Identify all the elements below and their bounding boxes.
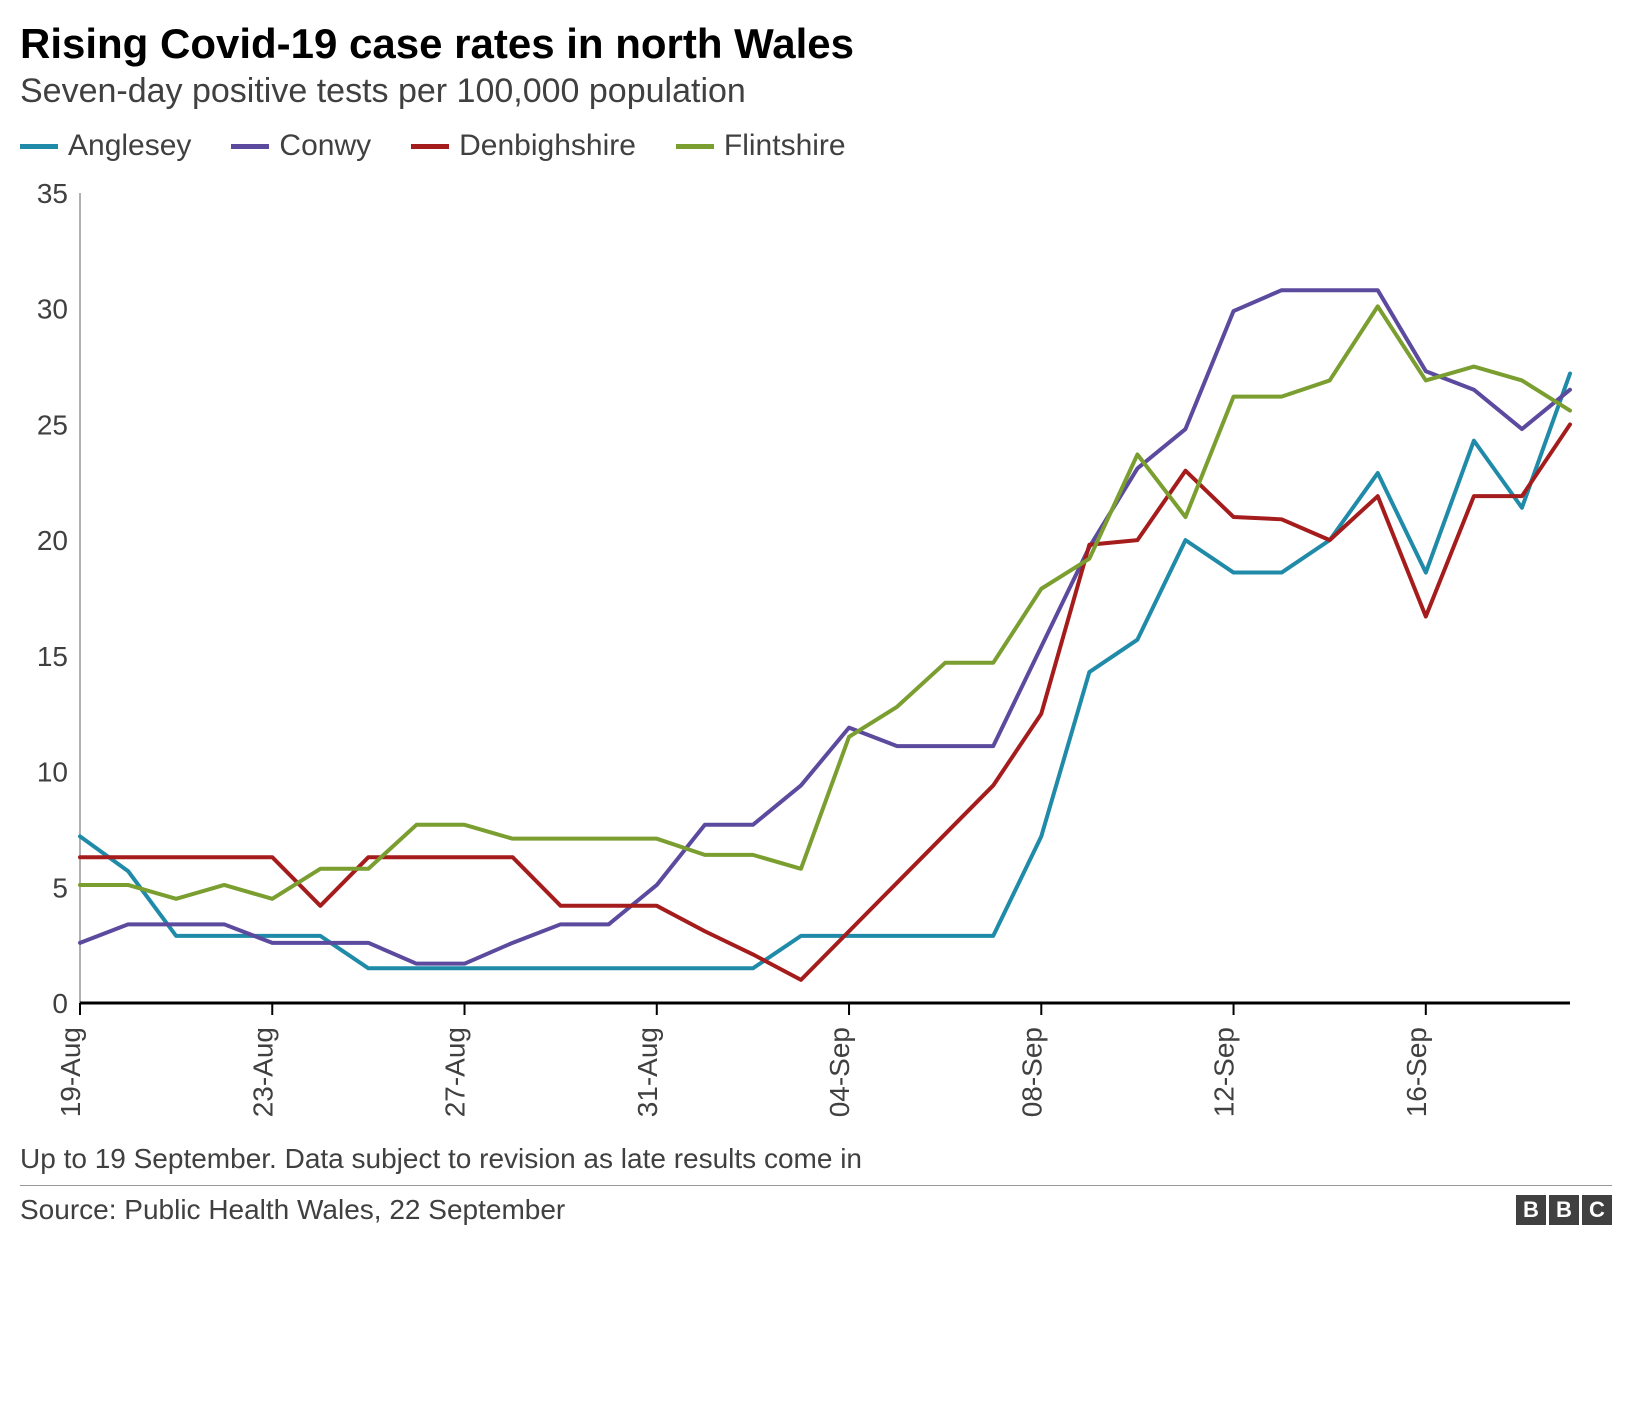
bbc-letter: B (1516, 1195, 1546, 1225)
x-tick-label: 31-Aug (632, 1027, 663, 1117)
x-tick-label: 16-Sep (1401, 1027, 1432, 1117)
legend-item-anglesey: Anglesey (20, 129, 191, 163)
series-line-denbighshire (80, 424, 1570, 979)
y-tick-label: 0 (52, 988, 68, 1019)
legend-swatch (676, 144, 714, 149)
bbc-logo: BBC (1516, 1195, 1612, 1225)
y-tick-label: 10 (37, 757, 68, 788)
series-line-flintshire (80, 306, 1570, 898)
x-tick-label: 19-Aug (55, 1027, 86, 1117)
legend-item-conwy: Conwy (231, 129, 371, 163)
y-tick-label: 20 (37, 525, 68, 556)
chart-plot: 0 5 10 15 20 25 30 35 19-Aug 23-Aug 27-Aug 31-Aug 04… (20, 183, 1612, 1123)
legend-swatch (20, 144, 58, 149)
chart-svg: 0 5 10 15 20 25 30 35 19-Aug 23-Aug 27-Aug 31-Aug 04… (20, 183, 1580, 1123)
y-tick-label: 35 (37, 183, 68, 209)
x-tick-label: 08-Sep (1016, 1027, 1047, 1117)
y-tick-label: 30 (37, 294, 68, 325)
y-tick-label: 15 (37, 641, 68, 672)
x-tick-label: 27-Aug (440, 1027, 471, 1117)
chart-subtitle: Seven-day positive tests per 100,000 pop… (20, 72, 1612, 111)
y-tick-label: 25 (37, 409, 68, 440)
x-tick-label: 23-Aug (247, 1027, 278, 1117)
legend-swatch (231, 144, 269, 149)
chart-legend: Anglesey Conwy Denbighshire Flintshire (20, 129, 1612, 163)
chart-title: Rising Covid-19 case rates in north Wale… (20, 20, 1612, 68)
legend-label: Anglesey (68, 129, 191, 163)
legend-item-denbighshire: Denbighshire (411, 129, 636, 163)
chart-source-row: Source: Public Health Wales, 22 Septembe… (20, 1186, 1612, 1226)
legend-label: Flintshire (724, 129, 846, 163)
legend-item-flintshire: Flintshire (676, 129, 846, 163)
x-tick-label: 04-Sep (824, 1027, 855, 1117)
y-tick-label: 5 (52, 872, 68, 903)
chart-container: Rising Covid-19 case rates in north Wale… (20, 20, 1612, 1226)
chart-source: Source: Public Health Wales, 22 Septembe… (20, 1194, 565, 1226)
series-line-conwy (80, 290, 1570, 963)
legend-label: Denbighshire (459, 129, 636, 163)
chart-footnote: Up to 19 September. Data subject to revi… (20, 1143, 1612, 1186)
x-tick-label: 12-Sep (1209, 1027, 1240, 1117)
bbc-letter: B (1549, 1195, 1579, 1225)
bbc-letter: C (1582, 1195, 1612, 1225)
legend-swatch (411, 144, 449, 149)
legend-label: Conwy (279, 129, 371, 163)
